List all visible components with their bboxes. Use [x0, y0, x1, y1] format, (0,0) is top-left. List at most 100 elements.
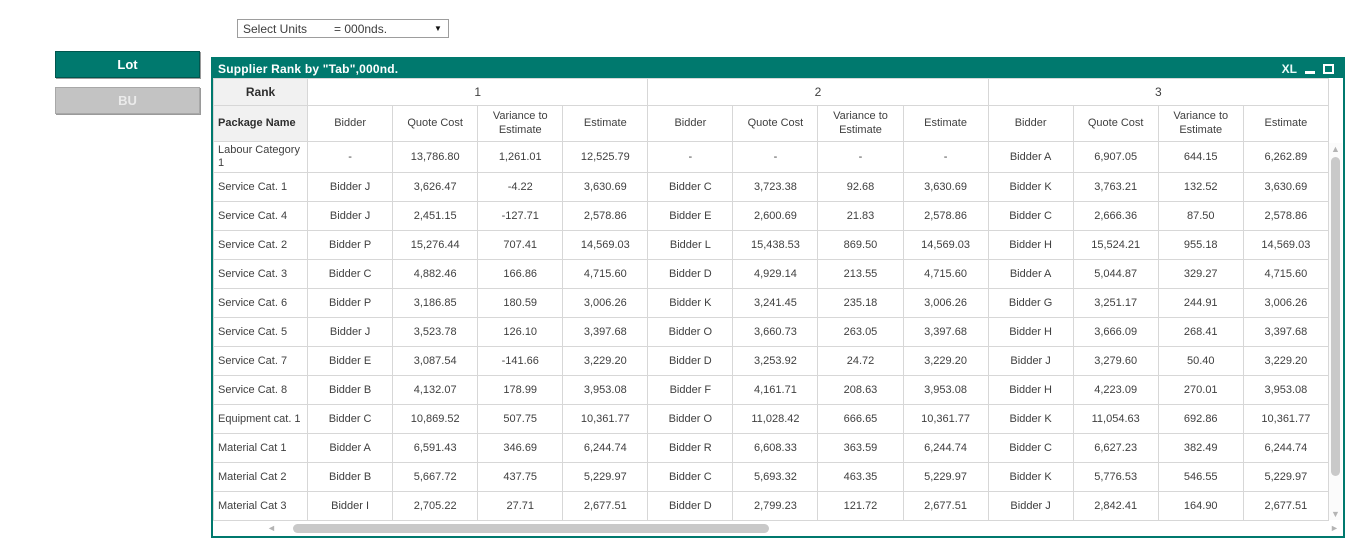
value-cell: 6,591.43	[392, 433, 479, 464]
value-cell: 14,569.03	[902, 230, 989, 261]
value-cell: Bidder C	[987, 433, 1074, 464]
supplier-rank-table: Rank 1 2 3 Package Name Bidder Quote Cost…	[213, 78, 1329, 521]
package-name-cell: Labour Category 1	[213, 140, 309, 174]
value-cell: Bidder C	[307, 259, 394, 290]
maximize-icon[interactable]	[1323, 63, 1334, 74]
value-cell: 2,677.51	[902, 491, 989, 521]
value-cell: Bidder E	[647, 201, 734, 232]
column-header-variance-to-estimate: Variance to Estimate	[477, 105, 564, 142]
column-header-bidder: Bidder	[987, 105, 1074, 142]
value-cell: 2,600.69	[732, 201, 819, 232]
chevron-down-icon[interactable]: ▼	[434, 24, 442, 33]
table-row: Service Cat. 1 Bidder J 3,626.47 -4.22 3,630…	[213, 172, 1329, 203]
value-cell: 21.83	[817, 201, 904, 232]
rank-group-2-header: 2	[647, 78, 989, 106]
table-row: Service Cat. 4 Bidder J 2,451.15 -127.71 2,5…	[213, 201, 1329, 232]
value-cell: 4,715.60	[902, 259, 989, 290]
scroll-left-icon[interactable]: ◄	[267, 523, 276, 533]
value-cell: 14,569.03	[562, 230, 649, 261]
value-cell: 2,842.41	[1072, 491, 1159, 521]
value-cell: 6,244.74	[562, 433, 649, 464]
value-cell: -141.66	[477, 346, 564, 377]
value-cell: 6,244.74	[902, 433, 989, 464]
value-cell: -	[732, 140, 819, 174]
value-cell: -	[902, 140, 989, 174]
value-cell: -	[307, 140, 394, 174]
value-cell: Bidder E	[307, 346, 394, 377]
value-cell: 6,907.05	[1072, 140, 1159, 174]
value-cell: 955.18	[1157, 230, 1244, 261]
vertical-scrollbar[interactable]: ▲ ▼	[1329, 143, 1342, 520]
value-cell: 4,715.60	[562, 259, 649, 290]
bu-button[interactable]: BU	[55, 87, 200, 114]
package-name-cell: Service Cat. 3	[213, 259, 309, 290]
horizontal-scrollbar-thumb[interactable]	[293, 524, 769, 533]
vertical-scrollbar-thumb[interactable]	[1331, 157, 1340, 476]
value-cell: Bidder H	[987, 230, 1074, 261]
value-cell: Bidder C	[647, 462, 734, 493]
select-units-value: = 000nds.	[334, 21, 388, 36]
package-name-cell: Material Cat 3	[213, 491, 309, 521]
value-cell: 166.86	[477, 259, 564, 290]
value-cell: 3,229.20	[562, 346, 649, 377]
value-cell: Bidder H	[987, 317, 1074, 348]
value-cell: 3,953.08	[562, 375, 649, 406]
value-cell: 3,397.68	[1242, 317, 1329, 348]
value-cell: 10,361.77	[902, 404, 989, 435]
table-row: Service Cat. 7 Bidder E 3,087.54 -141.66 3,2…	[213, 346, 1329, 377]
panel-titlebar: Supplier Rank by "Tab",000nd. XL	[213, 59, 1343, 78]
value-cell: 329.27	[1157, 259, 1244, 290]
column-header-variance-to-estimate: Variance to Estimate	[817, 105, 904, 142]
value-cell: 507.75	[477, 404, 564, 435]
horizontal-scrollbar[interactable]: ◄ ►	[215, 522, 1339, 535]
minimize-icon[interactable]	[1305, 70, 1315, 74]
value-cell: 3,953.08	[902, 375, 989, 406]
value-cell: 270.01	[1157, 375, 1244, 406]
value-cell: 121.72	[817, 491, 904, 521]
value-cell: 14,569.03	[1242, 230, 1329, 261]
select-units-dropdown[interactable]: Select Units = 000nds. ▼	[237, 19, 449, 38]
value-cell: 4,882.46	[392, 259, 479, 290]
value-cell: Bidder D	[647, 346, 734, 377]
value-cell: 3,279.60	[1072, 346, 1159, 377]
value-cell: 5,229.97	[562, 462, 649, 493]
column-header-quote-cost: Quote Cost	[732, 105, 819, 142]
column-header-estimate: Estimate	[1242, 105, 1329, 142]
value-cell: 3,630.69	[1242, 172, 1329, 203]
value-cell: Bidder P	[307, 230, 394, 261]
value-cell: Bidder B	[307, 375, 394, 406]
scroll-right-icon[interactable]: ►	[1330, 523, 1339, 533]
value-cell: 263.05	[817, 317, 904, 348]
value-cell: 4,929.14	[732, 259, 819, 290]
column-header-row: Package Name Bidder Quote Cost Variance to…	[213, 105, 1329, 142]
value-cell: 382.49	[1157, 433, 1244, 464]
value-cell: Bidder K	[987, 172, 1074, 203]
package-name-cell: Service Cat. 6	[213, 288, 309, 319]
package-name-cell: Service Cat. 2	[213, 230, 309, 261]
value-cell: 50.40	[1157, 346, 1244, 377]
value-cell: -4.22	[477, 172, 564, 203]
value-cell: Bidder A	[987, 259, 1074, 290]
value-cell: 6,244.74	[1242, 433, 1329, 464]
panel-title: Supplier Rank by "Tab",000nd.	[218, 61, 399, 76]
value-cell: 3,763.21	[1072, 172, 1159, 203]
excel-export-button[interactable]: XL	[1281, 61, 1297, 76]
value-cell: 346.69	[477, 433, 564, 464]
value-cell: Bidder C	[307, 404, 394, 435]
value-cell: 15,524.21	[1072, 230, 1159, 261]
lot-button[interactable]: Lot	[55, 51, 200, 78]
scroll-up-icon[interactable]: ▲	[1331, 144, 1340, 154]
value-cell: 5,229.97	[902, 462, 989, 493]
value-cell: 3,251.17	[1072, 288, 1159, 319]
value-cell: 3,397.68	[902, 317, 989, 348]
value-cell: 692.86	[1157, 404, 1244, 435]
value-cell: 268.41	[1157, 317, 1244, 348]
table-row: Service Cat. 8 Bidder B 4,132.07 178.99 3,95…	[213, 375, 1329, 406]
value-cell: 2,578.86	[902, 201, 989, 232]
value-cell: 363.59	[817, 433, 904, 464]
value-cell: 3,229.20	[902, 346, 989, 377]
scroll-down-icon[interactable]: ▼	[1331, 509, 1340, 519]
value-cell: 213.55	[817, 259, 904, 290]
value-cell: 11,054.63	[1072, 404, 1159, 435]
value-cell: Bidder A	[307, 433, 394, 464]
